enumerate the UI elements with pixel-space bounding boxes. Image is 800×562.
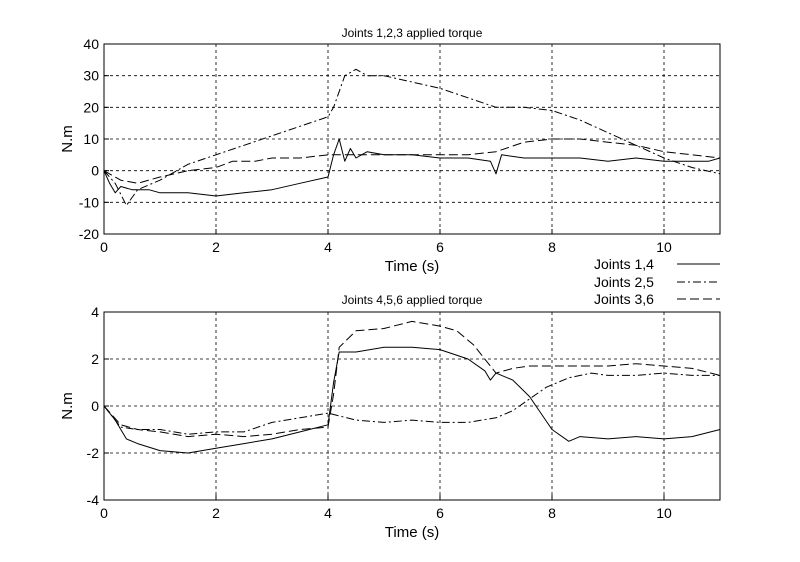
top-ytick-label: 40 xyxy=(83,36,99,52)
legend: Joints 1,4 Joints 2,5 Joints 3,6 xyxy=(594,256,720,307)
top-xtick-label: 8 xyxy=(548,239,556,255)
plot-top-ylabel: N.m xyxy=(59,125,76,153)
legend-item-joints-2-5: Joints 2,5 xyxy=(594,274,720,290)
plot-top-ticks: 0 2 4 6 8 10 -20 -10 0 10 20 30 40 xyxy=(79,36,672,255)
bottom-ytick-label: -4 xyxy=(87,492,100,508)
plot-bottom: 0 2 4 6 8 10 -4 -2 0 2 4 Joints 4,5,6 applied torq… xyxy=(59,293,721,541)
bottom-xtick-label: 2 xyxy=(212,505,220,521)
bottom-ytick-label: 2 xyxy=(91,351,99,367)
bottom-series-solid xyxy=(103,346,721,454)
plot-bottom-title: Joints 4,5,6 applied torque xyxy=(342,293,483,307)
top-ytick-label: 0 xyxy=(91,163,99,179)
top-ytick-label: -20 xyxy=(79,226,99,242)
bottom-ytick-label: -2 xyxy=(87,445,100,461)
top-ytick-label: 30 xyxy=(83,68,99,84)
bottom-ytick-label: 4 xyxy=(91,304,99,320)
bottom-series-dashdot xyxy=(103,372,720,435)
bottom-xtick-label: 6 xyxy=(436,505,444,521)
plot-top-series xyxy=(103,68,721,206)
bottom-xtick-label: 0 xyxy=(100,505,108,521)
bottom-xtick-label: 8 xyxy=(548,505,556,521)
plot-bottom-ticks: 0 2 4 6 8 10 -4 -2 0 2 4 xyxy=(87,304,672,521)
legend-label: Joints 1,4 xyxy=(594,256,654,272)
top-xtick-label: 2 xyxy=(212,239,220,255)
top-ytick-label: 10 xyxy=(83,131,99,147)
plot-top: 0 2 4 6 8 10 -20 -10 0 10 20 30 40 Joints 1,2,3 appl… xyxy=(59,26,721,275)
bottom-xtick-label: 4 xyxy=(324,505,332,521)
plot-bottom-grid xyxy=(104,312,720,500)
legend-item-joints-1-4: Joints 1,4 xyxy=(594,256,720,272)
plot-top-xlabel: Time (s) xyxy=(385,258,439,275)
top-series-solid xyxy=(103,138,721,197)
legend-label: Joints 3,6 xyxy=(594,291,654,307)
plot-bottom-ylabel: N.m xyxy=(59,392,76,420)
legend-label: Joints 2,5 xyxy=(594,274,654,290)
top-ytick-label: -10 xyxy=(79,194,99,210)
top-series-dashed xyxy=(103,138,721,184)
top-xtick-label: 6 xyxy=(436,239,444,255)
bottom-xtick-label: 10 xyxy=(656,505,672,521)
top-xtick-label: 0 xyxy=(100,239,108,255)
top-ytick-label: 20 xyxy=(83,99,99,115)
plot-top-grid xyxy=(104,44,720,234)
bottom-ytick-label: 0 xyxy=(91,398,99,414)
bottom-series-dashed xyxy=(103,320,721,438)
top-xtick-label: 4 xyxy=(324,239,332,255)
plot-top-title: Joints 1,2,3 applied torque xyxy=(342,26,483,40)
legend-item-joints-3-6: Joints 3,6 xyxy=(594,291,720,307)
plot-bottom-series xyxy=(103,320,721,454)
plot-bottom-xlabel: Time (s) xyxy=(385,524,439,541)
top-series-dashdot xyxy=(103,68,721,206)
top-xtick-label: 10 xyxy=(656,239,672,255)
